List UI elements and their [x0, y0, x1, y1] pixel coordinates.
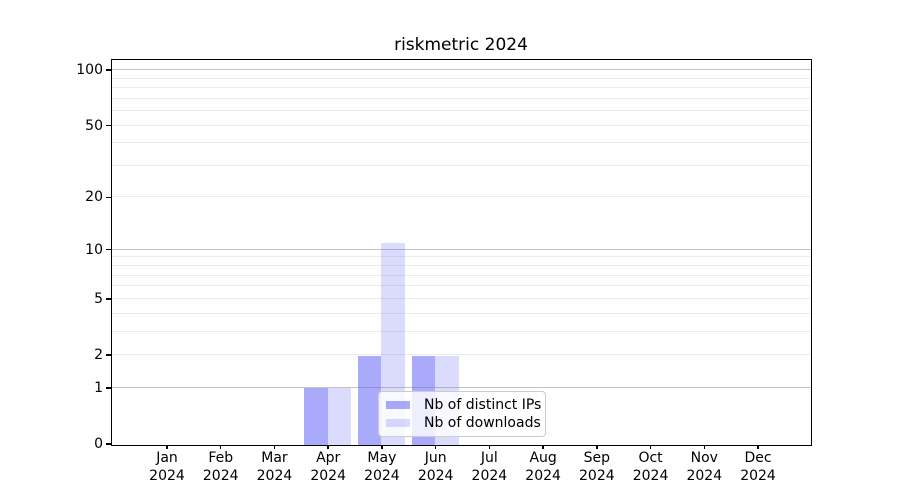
minor-gridline [111, 274, 811, 276]
legend-swatch [386, 419, 410, 428]
y-tick-label: 20 [85, 189, 103, 206]
x-tick-year: 2024 [310, 467, 346, 484]
x-tick-month: May [367, 450, 397, 466]
x-tick-month: Nov [690, 450, 718, 466]
y-tick [106, 298, 111, 300]
x-tick-label: Aug 2024 [511, 450, 575, 485]
x-tick-label: May 2024 [350, 450, 414, 485]
bar-distinct-ips [304, 388, 328, 445]
x-tick-month: Jul [480, 450, 498, 466]
legend-entry: Nb of downloads [386, 415, 541, 432]
x-tick-label: Jan 2024 [135, 450, 199, 485]
x-tick [649, 444, 652, 449]
legend: Nb of distinct IPs Nb of downloads [378, 391, 546, 437]
x-tick-year: 2024 [740, 467, 776, 484]
x-tick-year: 2024 [417, 467, 454, 484]
major-gridline [111, 69, 811, 71]
minor-gridline [111, 77, 811, 79]
minor-gridline [111, 330, 811, 332]
x-tick-year: 2024 [686, 467, 723, 484]
x-tick-month: Jun [424, 450, 447, 466]
minor-gridline [111, 297, 811, 299]
minor-gridline [111, 87, 811, 89]
x-tick-year: 2024 [579, 467, 615, 484]
x-tick-month: Aug [529, 450, 557, 466]
plot-area [110, 58, 812, 446]
y-tick-label: 2 [94, 347, 103, 363]
legend-label: Nb of distinct IPs [424, 396, 542, 413]
x-tick-year: 2024 [525, 467, 561, 484]
legend-label: Nb of downloads [424, 415, 541, 432]
bar-downloads [327, 388, 352, 445]
y-tick [106, 354, 111, 356]
x-tick [488, 444, 491, 449]
x-tick-month: Feb [208, 450, 234, 466]
y-tick [106, 443, 111, 445]
x-tick-month: Sep [583, 450, 611, 466]
x-tick-label: Jul 2024 [457, 450, 521, 485]
x-tick-year: 2024 [149, 467, 185, 484]
major-gridline [111, 386, 811, 388]
y-tick [106, 124, 111, 127]
x-tick-label: Nov 2024 [672, 450, 736, 485]
y-tick-label: 100 [76, 62, 103, 79]
x-tick [703, 444, 705, 449]
minor-gridline [111, 97, 811, 99]
y-tick-label: 1 [94, 379, 103, 396]
x-tick [596, 444, 598, 449]
x-tick [434, 444, 437, 449]
x-tick-label: Oct 2024 [619, 450, 683, 485]
x-tick-label: Mar 2024 [242, 450, 306, 485]
x-tick-month: Dec [744, 450, 772, 466]
x-tick [542, 444, 544, 449]
x-tick-label: Feb 2024 [189, 450, 253, 485]
y-tick [106, 69, 111, 71]
legend-swatch [386, 400, 410, 409]
x-tick-year: 2024 [202, 467, 239, 484]
x-tick [327, 444, 329, 449]
x-tick-year: 2024 [364, 467, 400, 484]
y-tick [106, 387, 111, 389]
minor-gridline [111, 256, 811, 258]
x-tick-year: 2024 [256, 467, 293, 484]
x-tick [757, 444, 759, 449]
x-tick-month: Jan [156, 450, 178, 466]
minor-gridline [111, 265, 811, 267]
minor-gridline [111, 124, 811, 126]
x-tick [381, 444, 383, 449]
y-tick [106, 196, 111, 199]
y-tick [106, 249, 111, 251]
x-tick-label: Apr 2024 [296, 450, 360, 485]
x-tick-label: Sep 2024 [565, 450, 629, 485]
x-tick [273, 444, 276, 449]
minor-gridline [111, 196, 811, 198]
minor-gridline [111, 142, 811, 144]
x-tick-month: Oct [638, 450, 663, 466]
major-gridline [111, 248, 811, 250]
x-tick [220, 444, 222, 449]
y-tick-label: 0 [94, 436, 103, 452]
y-tick-label: 5 [94, 290, 103, 307]
bar-distinct-ips [357, 355, 382, 445]
minor-gridline [111, 354, 811, 355]
x-tick-label: Jun 2024 [404, 450, 468, 485]
minor-gridline [111, 164, 811, 166]
legend-entry: Nb of distinct IPs [386, 396, 542, 413]
chart-title: riskmetric 2024 [394, 35, 528, 55]
y-tick-label: 50 [85, 117, 103, 134]
x-tick-month: Mar [261, 450, 288, 466]
minor-gridline [111, 312, 811, 314]
minor-gridline [111, 285, 811, 287]
y-tick-label: 10 [85, 241, 103, 258]
x-tick-label: Dec 2024 [726, 450, 790, 485]
x-tick-month: Apr [316, 450, 341, 466]
x-tick [166, 444, 168, 449]
x-tick-year: 2024 [471, 467, 508, 484]
minor-gridline [111, 110, 811, 112]
x-tick-year: 2024 [632, 467, 669, 484]
